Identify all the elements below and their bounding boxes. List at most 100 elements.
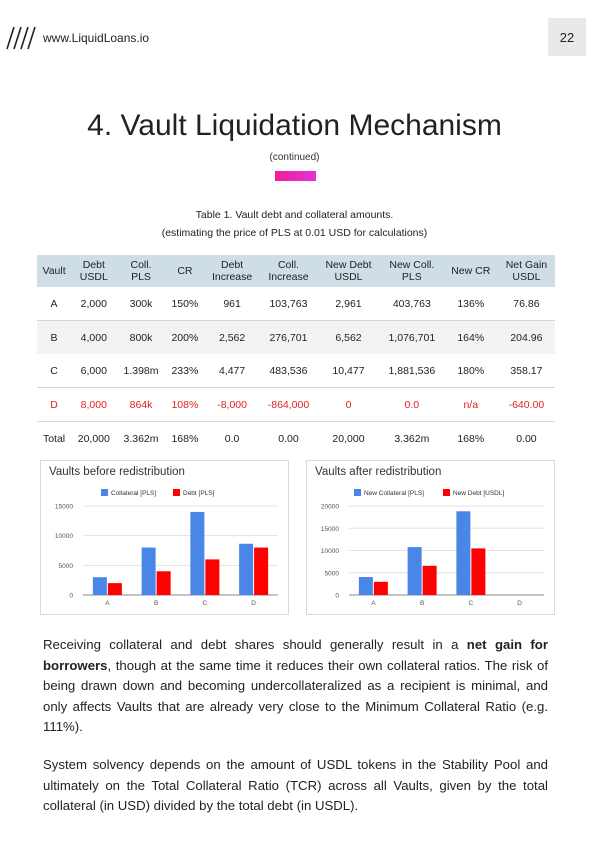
accent-bar xyxy=(275,171,316,181)
column-header-text: Coll. xyxy=(277,259,299,271)
chart-title: Vaults before redistribution xyxy=(49,466,185,478)
legend-label: New Collateral [PLS] xyxy=(364,490,424,497)
table-cell: 0 xyxy=(317,387,380,422)
y-tick-label: 0 xyxy=(69,593,73,600)
table-cell: 164% xyxy=(443,320,498,354)
y-tick-label: 0 xyxy=(335,593,339,600)
legend-label: New Debt [USDL] xyxy=(453,490,504,497)
column-header: Debt USDL xyxy=(71,255,117,287)
table-cell: 483,536 xyxy=(259,354,318,388)
table-cell: 180% xyxy=(443,354,498,388)
table-cell: 0.0 xyxy=(379,387,444,422)
x-tick-label: C xyxy=(203,600,208,607)
column-header-text: Net Gain xyxy=(505,259,548,271)
p1-after: , though at the same time it reduces the… xyxy=(43,657,548,735)
column-header-text: USDL xyxy=(79,271,108,283)
column-header-text: USDL xyxy=(334,271,363,283)
column-header-text: PLS xyxy=(131,271,151,283)
y-tick-label: 10000 xyxy=(55,533,73,540)
column-header-text: Vault xyxy=(42,265,66,277)
table-cell: 0.00 xyxy=(516,432,537,445)
x-tick-label: C xyxy=(469,600,474,607)
table-cell: 200% xyxy=(165,320,205,354)
legend-swatch xyxy=(354,489,361,496)
table-cell: 8,000 xyxy=(71,387,117,422)
table-cell: 1,881,536 xyxy=(379,354,444,388)
table-cell: -8,000 xyxy=(204,387,260,422)
bar xyxy=(156,571,171,595)
table-cell: 233% xyxy=(165,354,205,388)
bar xyxy=(358,577,373,595)
bar xyxy=(205,559,220,595)
table-cell: A xyxy=(37,287,72,321)
chart-after-plot: New Collateral [PLS] New Debt [USDL] 20000… xyxy=(321,489,544,607)
bar xyxy=(407,547,422,595)
table-cell: 276,701 xyxy=(259,320,318,354)
table-cell: D xyxy=(37,387,72,422)
y-tick-label: 20000 xyxy=(321,504,339,511)
table-header-row: Vault Debt USDL Coll. PLS CR Debt Increase Coll.… xyxy=(37,255,555,287)
column-header: New CR xyxy=(443,255,498,287)
logo-slashes-icon xyxy=(6,26,36,50)
p1-bold: net gain for borrowers xyxy=(43,637,548,673)
table-cell: 1.398m xyxy=(116,354,166,388)
table-cell: 76.86 xyxy=(497,287,555,321)
table-cell: 1,076,701 xyxy=(379,320,444,354)
x-tick-label: B xyxy=(154,600,158,607)
bar xyxy=(141,547,156,595)
table-cell: B xyxy=(37,320,72,354)
column-header-text: Coll. xyxy=(130,259,152,271)
table-cell: 800k xyxy=(116,320,166,354)
legend-swatch xyxy=(101,489,108,496)
table-cell: 403,763 xyxy=(379,287,444,321)
table-cell: 103,763 xyxy=(259,287,318,321)
bar xyxy=(422,565,437,595)
column-header-text: Increase xyxy=(211,271,253,283)
table-cell: 300k xyxy=(116,287,166,321)
table-cell: 0.0 xyxy=(224,432,240,445)
p1-before: Receiving collateral and debt shares sho… xyxy=(43,637,467,652)
table-cell: n/a xyxy=(443,387,498,422)
column-header-text: CR xyxy=(177,265,193,277)
page-number: 22 xyxy=(548,18,586,56)
table-cell: 168% xyxy=(171,432,199,445)
table-row: D 8,000 864k 108% -8,000 -864,000 0 0.0 n/a -640.… xyxy=(37,387,555,422)
website-url[interactable]: www.LiquidLoans.io xyxy=(43,31,150,45)
paragraph-solvency: System solvency depends on the amount of… xyxy=(43,757,548,814)
column-header: New Debt USDL xyxy=(317,255,380,287)
column-header-text: PLS xyxy=(401,271,422,283)
column-header: Debt Increase xyxy=(204,255,260,287)
table-cell: 20,000 xyxy=(77,432,110,445)
y-tick-label: 15000 xyxy=(55,504,73,511)
column-header-text: New CR xyxy=(451,265,491,277)
legend-swatch xyxy=(443,489,450,496)
table-cell: 2,000 xyxy=(71,287,117,321)
table-row: Total 20,000 3.362m 168% 0.0 0.00 20,000 3.362m… xyxy=(37,422,555,456)
table-cell: 3.362m xyxy=(123,432,159,445)
page-title: 4. Vault Liquidation Mechanism xyxy=(87,109,502,142)
table-cell: C xyxy=(37,354,72,388)
table-caption: Table 1. Vault debt and collateral amoun… xyxy=(195,209,394,221)
table-cell: 6,000 xyxy=(71,354,117,388)
column-header: Vault xyxy=(37,255,72,287)
legend-label: Debt [PLS] xyxy=(183,490,215,497)
table-cell: 2,562 xyxy=(204,320,260,354)
page-subtitle: (continued) xyxy=(269,152,320,163)
column-header: CR xyxy=(165,255,205,287)
table-cell: 4,477 xyxy=(204,354,260,388)
paragraph-net-gain: Receiving collateral and debt shares sho… xyxy=(43,635,548,738)
y-tick-label: 5000 xyxy=(325,570,340,577)
table-cell: 961 xyxy=(204,287,260,321)
table-cell: Total xyxy=(42,432,66,445)
table-row: B 4,000 800k 200% 2,562 276,701 6,562 1,076,701… xyxy=(37,320,555,354)
chart-before-plot: Collateral [PLS] Debt [PLS] 15000 10000 5000… xyxy=(55,489,278,607)
table-cell: 3.362m xyxy=(394,432,430,445)
table-cell: -864,000 xyxy=(259,387,318,422)
table-row: C 6,000 1.398m 233% 4,477 483,536 10,477 1,881,… xyxy=(37,354,555,388)
table-row: A 2,000 300k 150% 961 103,763 2,961 403,763 136%… xyxy=(37,287,555,321)
x-tick-label: B xyxy=(420,600,424,607)
table-cell: 358.17 xyxy=(497,354,555,388)
x-tick-label: D xyxy=(251,600,256,607)
bar xyxy=(239,543,254,595)
table-caption-note: (estimating the price of PLS at 0.01 USD… xyxy=(161,227,428,239)
